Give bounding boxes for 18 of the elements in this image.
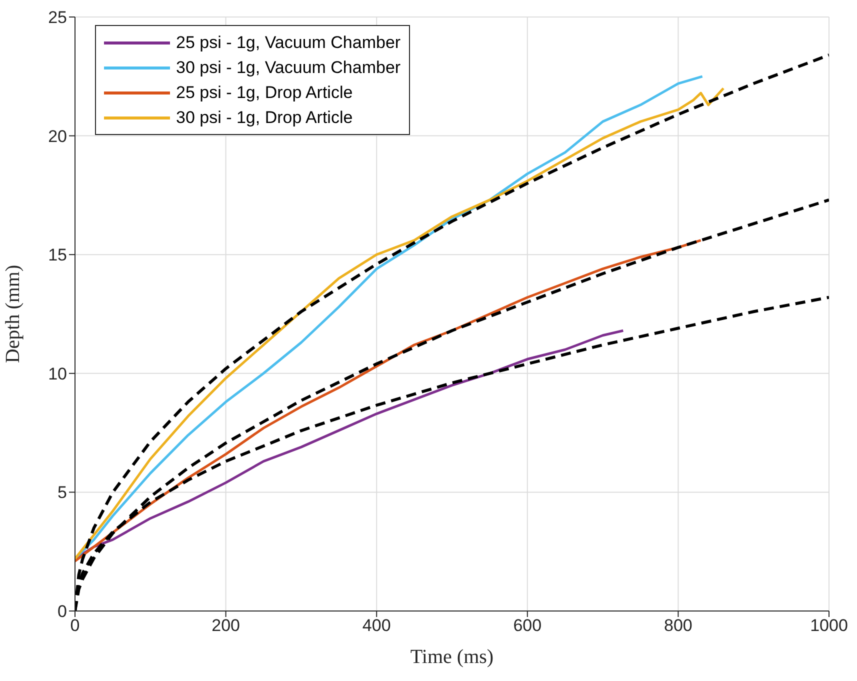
y-tick-label: 15 bbox=[48, 246, 67, 265]
legend-label: 25 psi - 1g, Drop Article bbox=[176, 82, 353, 102]
x-tick-label: 800 bbox=[664, 616, 692, 636]
legend-label: 30 psi - 1g, Drop Article bbox=[176, 108, 353, 128]
x-axis-title: Time (ms) bbox=[410, 646, 494, 668]
y-tick-label: 10 bbox=[48, 364, 67, 384]
x-tick-label: 400 bbox=[362, 616, 391, 636]
y-axis-title: Depth (mm) bbox=[2, 264, 24, 364]
x-tick-label: 0 bbox=[70, 616, 80, 636]
x-tick-label: 1000 bbox=[810, 616, 848, 636]
x-tick-label: 600 bbox=[513, 616, 542, 636]
y-tick-label: 0 bbox=[58, 602, 67, 622]
y-tick-label: 20 bbox=[48, 126, 67, 146]
legend-label: 25 psi - 1g, Vacuum Chamber bbox=[176, 32, 401, 52]
y-tick-label: 5 bbox=[58, 483, 67, 502]
legend-label: 30 psi - 1g, Vacuum Chamber bbox=[176, 58, 401, 78]
y-tick-label: 25 bbox=[48, 8, 67, 28]
x-tick-label: 200 bbox=[212, 616, 240, 636]
